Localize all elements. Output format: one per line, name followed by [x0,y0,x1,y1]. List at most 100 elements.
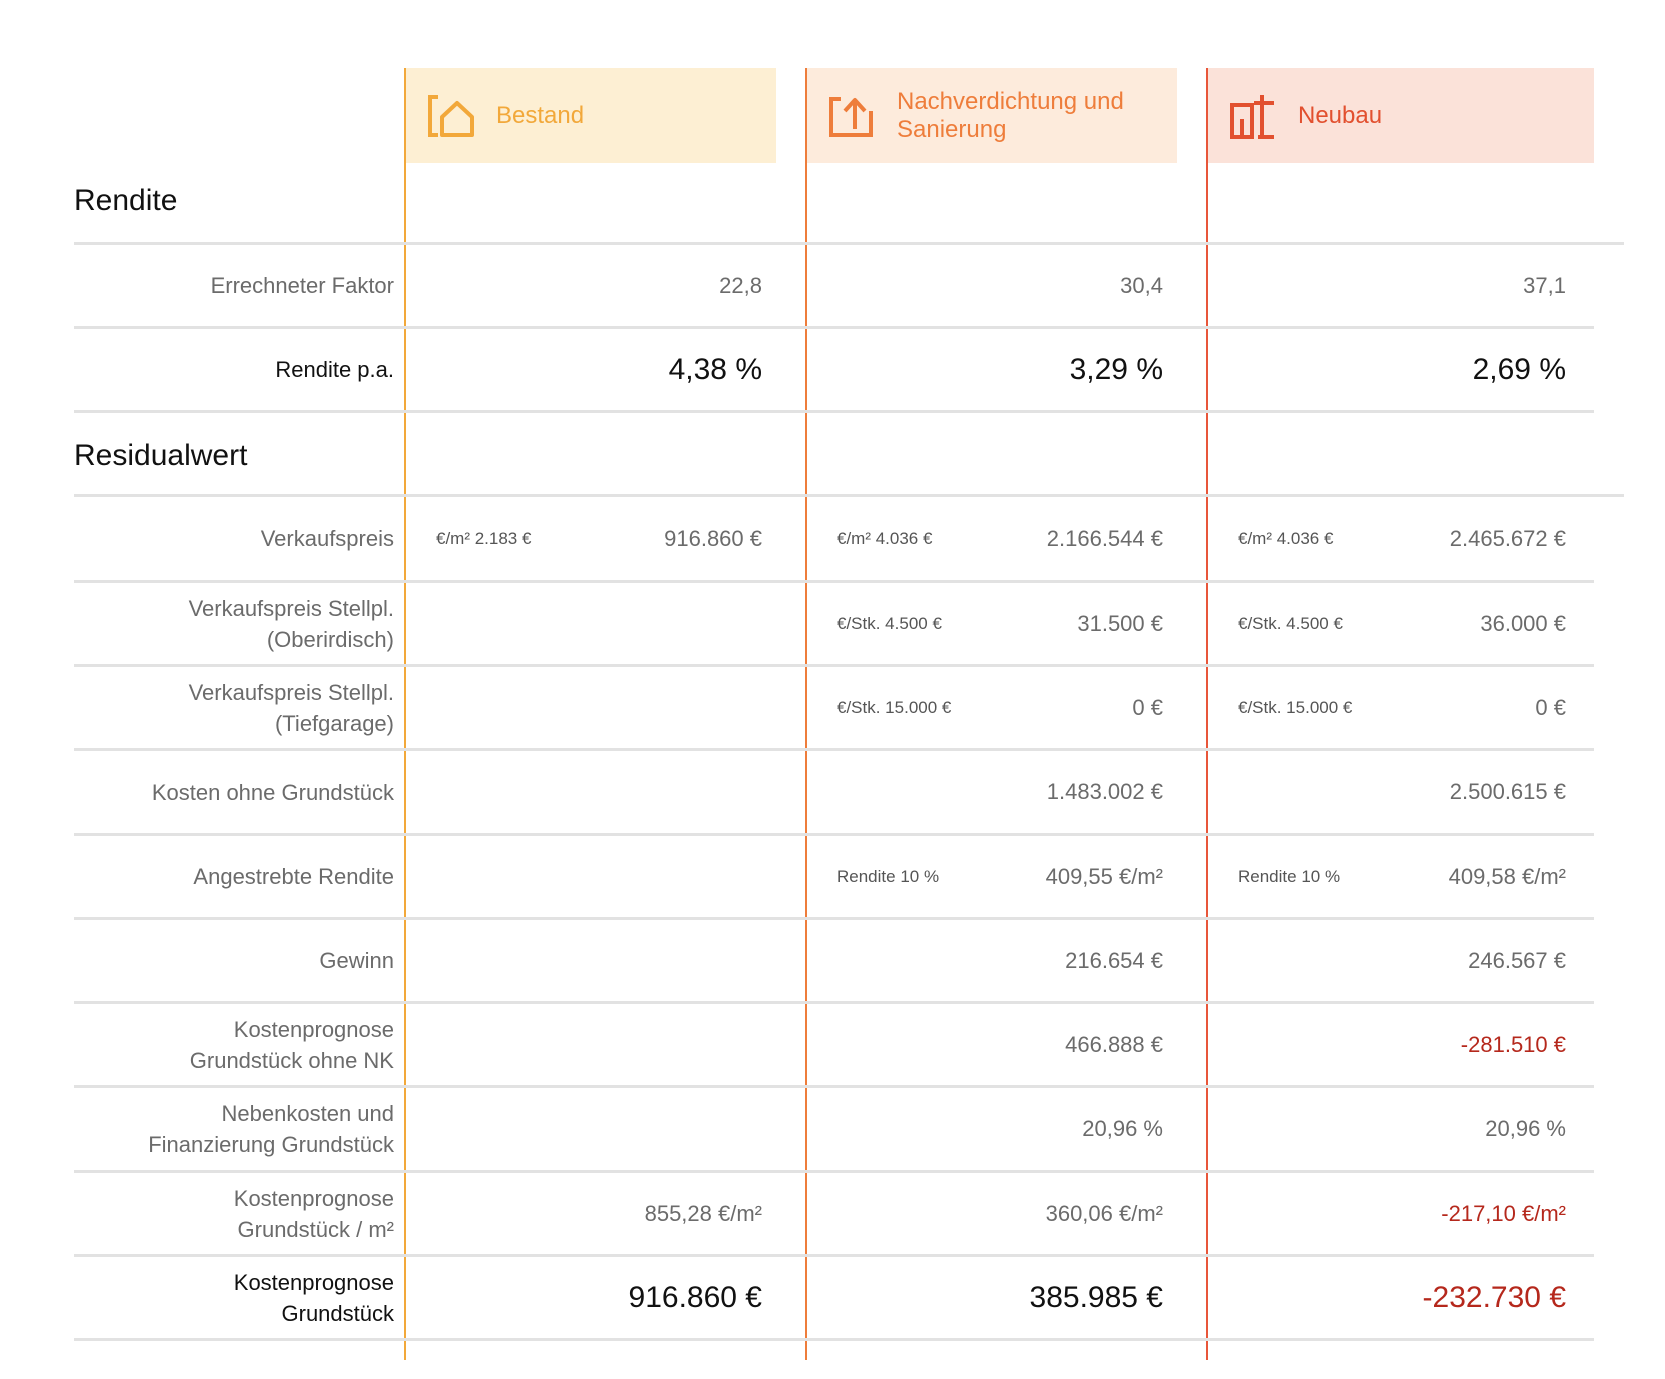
value: 2.166.544 € [1046,525,1163,551]
value: 30,4 [1120,272,1163,298]
cell-stellpl-ober-neubau: €/Stk. 4.500 € 36.000 € [1208,583,1594,664]
value: -217,10 €/m² [1441,1200,1566,1226]
value: 855,28 €/m² [644,1200,762,1226]
row-label-kosten: Kosten ohne Grundstück [151,779,394,805]
cell-angestrebt-nachverdichtung: Rendite 10 % 409,55 €/m² [807,836,1191,917]
row-label-prognose: Kostenprognose Grundstück [233,1269,394,1326]
divider [74,1001,1594,1004]
divider [74,833,1594,836]
sub-value: €/m² 4.036 € [837,528,933,548]
cell-faktor-neubau: 37,1 [1208,245,1594,326]
column-bar-bestand [404,68,406,1360]
value: 246.567 € [1468,947,1566,973]
divider [74,1170,1594,1173]
cell-nebenkosten-neubau: 20,96 % [1208,1088,1594,1170]
cell-kosten-nachverdichtung: 1.483.002 € [807,751,1191,833]
divider [74,494,1624,497]
cell-verkaufspreis-bestand: €/m² 2.183 € 916.860 € [406,497,790,580]
value: 409,55 €/m² [1045,863,1163,889]
cell-stellpl-tief-neubau: €/Stk. 15.000 € 0 € [1208,667,1594,748]
cell-gewinn-nachverdichtung: 216.654 € [807,920,1191,1001]
cell-nebenkosten-nachverdichtung: 20,96 % [807,1088,1191,1170]
value: 4,38 % [668,352,762,386]
value: 20,96 % [1485,1116,1566,1141]
value: 22,8 [719,272,762,298]
sub-value: €/Stk. 15.000 € [837,697,952,717]
value: 466.888 € [1065,1031,1163,1057]
row-label-verkaufspreis: Verkaufspreis [260,526,394,551]
value: 409,58 €/m² [1448,863,1566,889]
column-header-neubau: Neubau [1208,68,1594,163]
sub-value: €/Stk. 4.500 € [837,613,942,633]
value: 2,69 % [1472,352,1566,386]
row-label-faktor: Errechneter Faktor [210,273,394,298]
column-title-nachverdichtung: Nachverdichtung und Sanierung [897,87,1124,143]
value: 1.483.002 € [1046,779,1163,804]
house-icon [428,94,474,137]
value: -232.730 € [1422,1280,1566,1314]
column-header-nachverdichtung: Nachverdichtung und Sanierung [807,68,1177,163]
divider [74,917,1594,920]
row-label-nebenkosten: Nebenkosten und Finanzierung Grundstück [148,1101,394,1157]
cell-prognose-m2-bestand: 855,28 €/m² [406,1173,790,1254]
value: 20,96 % [1082,1116,1163,1141]
cell-faktor-nachverdichtung: 30,4 [807,245,1191,326]
value: -281.510 € [1460,1031,1566,1057]
value: 916.860 € [664,525,762,551]
cell-prognose-m2-nachverdichtung: 360,06 €/m² [807,1173,1191,1254]
sub-value: Rendite 10 % [837,866,940,886]
column-header-bestand: Bestand [406,68,776,163]
value: 916.860 € [628,1280,762,1314]
column-title-bestand: Bestand [496,101,585,129]
divider [74,326,1594,329]
cell-kosten-neubau: 2.500.615 € [1208,751,1594,833]
cell-angestrebt-neubau: Rendite 10 % 409,58 €/m² [1208,836,1594,917]
sub-value: €/m² 4.036 € [1238,528,1334,548]
divider [74,748,1594,751]
sub-value: €/Stk. 4.500 € [1238,613,1343,633]
cell-verkaufspreis-neubau: €/m² 4.036 € 2.465.672 € [1208,497,1594,580]
value: 0 € [1535,694,1566,720]
value: 360,06 €/m² [1045,1200,1163,1226]
cell-prognose-ohne-nk-nachverdichtung: 466.888 € [807,1004,1191,1085]
value: 2.465.672 € [1449,525,1566,551]
cell-rendite-nachverdichtung: 3,29 % [807,329,1191,410]
house-upload-icon [829,96,873,137]
cell-prognose-nachverdichtung: 385.985 € [807,1257,1191,1338]
row-label-rendite-pa: Rendite p.a. [275,357,394,382]
cell-gewinn-neubau: 246.567 € [1208,920,1594,1001]
row-label-gewinn: Gewinn [319,948,394,973]
value: 3,29 % [1069,352,1163,386]
value: 216.654 € [1065,947,1163,973]
section-rendite: Rendite [74,184,178,217]
row-label-prognose-m2: Kostenprognose Grundstück / m² [233,1185,394,1242]
column-bar-nachverdichtung [805,68,807,1360]
cell-prognose-ohne-nk-neubau: -281.510 € [1208,1004,1594,1085]
cell-stellpl-tief-nachverdichtung: €/Stk. 15.000 € 0 € [807,667,1191,748]
divider [74,580,1594,583]
divider [74,1338,1594,1341]
sub-value: €/m² 2.183 € [436,528,532,548]
value: 37,1 [1523,272,1566,298]
cell-prognose-bestand: 916.860 € [406,1257,790,1338]
value: 0 € [1132,694,1163,720]
building-crane-icon [1230,94,1274,139]
value: 385.985 € [1029,1280,1163,1314]
column-bar-neubau [1206,68,1208,1360]
cell-rendite-neubau: 2,69 % [1208,329,1594,410]
row-label-angestrebte-rendite: Angestrebte Rendite [193,864,394,889]
row-label-stellpl-oberirdisch: Verkaufspreis Stellpl. (Oberirdisch) [188,595,394,652]
section-residualwert: Residualwert [74,439,248,472]
divider [74,1254,1594,1257]
divider [74,242,1624,245]
cell-prognose-neubau: -232.730 € [1208,1257,1594,1338]
divider [74,664,1594,667]
cell-verkaufspreis-nachverdichtung: €/m² 4.036 € 2.166.544 € [807,497,1191,580]
row-label-prognose-ohne-nk: Kostenprognose Grundstück ohne NK [189,1016,394,1073]
divider [74,410,1594,413]
value: 36.000 € [1480,610,1566,636]
cell-faktor-bestand: 22,8 [406,245,790,326]
row-label-stellpl-tiefgarage: Verkaufspreis Stellpl. (Tiefgarage) [188,679,394,736]
sub-value: Rendite 10 % [1238,866,1341,886]
column-title-neubau: Neubau [1298,101,1383,129]
